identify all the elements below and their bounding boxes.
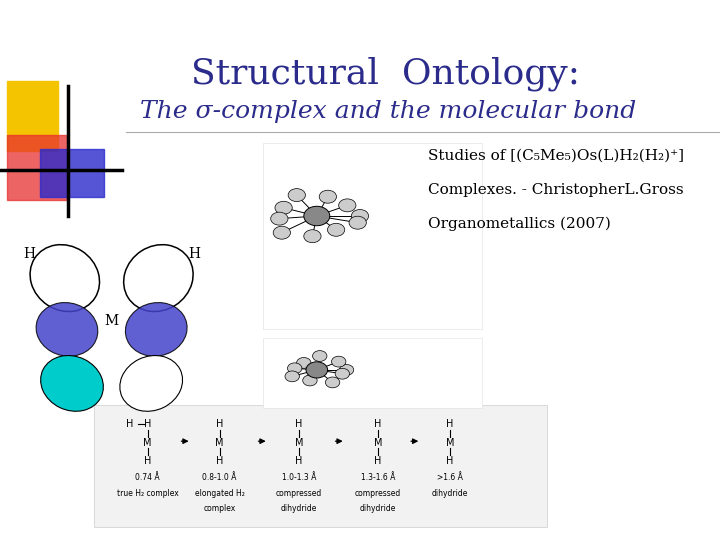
Text: 1.0-1.3 Å: 1.0-1.3 Å bbox=[282, 474, 316, 482]
Ellipse shape bbox=[30, 245, 99, 312]
Text: dihydride: dihydride bbox=[281, 504, 317, 512]
Ellipse shape bbox=[124, 245, 193, 312]
Text: The σ-complex and the molecular bond: The σ-complex and the molecular bond bbox=[140, 100, 636, 123]
Text: compressed: compressed bbox=[355, 489, 401, 497]
Circle shape bbox=[287, 363, 302, 374]
Circle shape bbox=[275, 201, 292, 214]
Circle shape bbox=[325, 377, 340, 388]
Text: H: H bbox=[216, 419, 223, 429]
Text: M: M bbox=[104, 314, 119, 328]
Circle shape bbox=[306, 362, 328, 378]
Text: M: M bbox=[446, 438, 454, 448]
Circle shape bbox=[285, 371, 300, 382]
Text: H: H bbox=[295, 456, 302, 465]
Text: H: H bbox=[374, 456, 382, 465]
Text: compressed: compressed bbox=[276, 489, 322, 497]
Ellipse shape bbox=[120, 355, 183, 411]
Text: H: H bbox=[23, 247, 35, 261]
Text: dihydride: dihydride bbox=[360, 504, 396, 512]
Circle shape bbox=[349, 216, 366, 229]
Circle shape bbox=[338, 199, 356, 212]
Circle shape bbox=[335, 368, 349, 379]
Text: >1.6 Å: >1.6 Å bbox=[437, 474, 463, 482]
Text: dihydride: dihydride bbox=[432, 489, 468, 497]
Text: H: H bbox=[446, 419, 454, 429]
Circle shape bbox=[339, 364, 354, 375]
Text: H: H bbox=[144, 456, 151, 465]
Text: 0.74 Å: 0.74 Å bbox=[135, 474, 160, 482]
Ellipse shape bbox=[40, 355, 104, 411]
Bar bbox=[263, 143, 482, 329]
Circle shape bbox=[304, 230, 321, 242]
Text: Studies of [(C₅Me₅)Os(L)H₂(H₂)⁺]: Studies of [(C₅Me₅)Os(L)H₂(H₂)⁺] bbox=[428, 148, 685, 163]
Circle shape bbox=[331, 356, 346, 367]
Text: H: H bbox=[295, 419, 302, 429]
Bar bbox=[40, 148, 104, 197]
Circle shape bbox=[304, 206, 330, 226]
Text: true H₂ complex: true H₂ complex bbox=[117, 489, 179, 497]
Text: M: M bbox=[374, 438, 382, 448]
Bar bbox=[7, 81, 58, 151]
Text: H: H bbox=[189, 247, 200, 261]
Text: H: H bbox=[144, 419, 151, 429]
Text: M: M bbox=[294, 438, 303, 448]
Text: complex: complex bbox=[204, 504, 235, 512]
Bar bbox=[94, 405, 547, 526]
Text: M: M bbox=[215, 438, 224, 448]
Circle shape bbox=[312, 350, 327, 361]
Ellipse shape bbox=[36, 302, 98, 356]
Bar bbox=[263, 338, 482, 408]
Circle shape bbox=[273, 226, 290, 239]
Text: H: H bbox=[216, 456, 223, 465]
Text: Complexes. - ChristopherL.Gross: Complexes. - ChristopherL.Gross bbox=[428, 183, 684, 197]
Circle shape bbox=[271, 212, 288, 225]
Circle shape bbox=[319, 190, 336, 203]
Text: Structural  Ontology:: Structural Ontology: bbox=[191, 57, 580, 91]
Ellipse shape bbox=[125, 302, 187, 356]
Circle shape bbox=[302, 375, 317, 386]
Circle shape bbox=[288, 188, 305, 201]
Text: 0.8-1.0 Å: 0.8-1.0 Å bbox=[202, 474, 237, 482]
Bar bbox=[7, 135, 68, 200]
Text: M: M bbox=[143, 438, 152, 448]
Text: elongated H₂: elongated H₂ bbox=[194, 489, 245, 497]
Text: H: H bbox=[126, 419, 133, 429]
Text: H: H bbox=[446, 456, 454, 465]
Text: Organometallics (2007): Organometallics (2007) bbox=[428, 217, 611, 231]
Circle shape bbox=[297, 357, 311, 368]
Circle shape bbox=[351, 210, 369, 222]
Text: 1.3-1.6 Å: 1.3-1.6 Å bbox=[361, 474, 395, 482]
Circle shape bbox=[328, 224, 345, 237]
Text: H: H bbox=[374, 419, 382, 429]
